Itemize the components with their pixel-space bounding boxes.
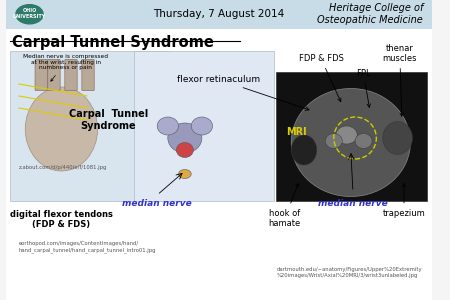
Text: eorthopod.com/images/ContentImages/hand/
hand_carpal_tunnel/hand_carpal_tunnel_i: eorthopod.com/images/ContentImages/hand/… [19, 242, 156, 253]
FancyBboxPatch shape [134, 51, 274, 201]
Text: OHIO
UNIVERSITY: OHIO UNIVERSITY [13, 8, 46, 19]
FancyBboxPatch shape [10, 51, 172, 201]
Text: median nerve: median nerve [318, 200, 388, 208]
Text: Median nerve is compressed
at the wrist, resulting in
numbness or pain: Median nerve is compressed at the wrist,… [23, 54, 108, 81]
Text: flexor retinaculum: flexor retinaculum [177, 75, 309, 110]
Ellipse shape [176, 142, 194, 158]
Ellipse shape [325, 134, 342, 148]
Text: Carpal  Tunnel
Syndrome: Carpal Tunnel Syndrome [68, 109, 148, 131]
Ellipse shape [179, 169, 191, 178]
FancyBboxPatch shape [48, 59, 60, 91]
Text: hook of
hamate: hook of hamate [269, 184, 301, 228]
FancyBboxPatch shape [6, 28, 432, 300]
Ellipse shape [168, 123, 202, 153]
Text: FDP & FDS: FDP & FDS [299, 54, 343, 102]
Ellipse shape [355, 134, 372, 148]
FancyBboxPatch shape [276, 72, 428, 201]
Text: dartmouth.edu/~anatomy/Figures/Upper%20Extremity
%20images/Wrist/Axial%20MRI/3/w: dartmouth.edu/~anatomy/Figures/Upper%20E… [276, 267, 422, 278]
Text: Carpal Tunnel Syndrome: Carpal Tunnel Syndrome [13, 34, 214, 50]
FancyBboxPatch shape [35, 59, 47, 91]
Text: thenar
muscles: thenar muscles [382, 44, 417, 116]
Text: median nerve: median nerve [122, 200, 192, 208]
Ellipse shape [25, 87, 98, 171]
FancyBboxPatch shape [6, 0, 432, 28]
Text: z.about.com/d/p/440/e/f/1081.jpg: z.about.com/d/p/440/e/f/1081.jpg [19, 166, 107, 170]
Circle shape [16, 4, 43, 24]
Ellipse shape [291, 135, 317, 165]
Ellipse shape [191, 117, 212, 135]
Ellipse shape [336, 126, 357, 144]
Ellipse shape [383, 122, 413, 154]
Text: trapezium: trapezium [382, 184, 425, 218]
Ellipse shape [291, 88, 410, 196]
Text: FPL: FPL [356, 69, 371, 107]
Ellipse shape [157, 117, 179, 135]
FancyBboxPatch shape [65, 59, 77, 91]
Text: Heritage College of
Osteopathic Medicine: Heritage College of Osteopathic Medicine [317, 3, 423, 25]
Text: Thursday, 7 August 2014: Thursday, 7 August 2014 [153, 9, 284, 19]
FancyBboxPatch shape [82, 59, 94, 91]
Text: MRI: MRI [286, 127, 306, 137]
Text: digital flexor tendons
(FDP & FDS): digital flexor tendons (FDP & FDS) [10, 210, 113, 230]
